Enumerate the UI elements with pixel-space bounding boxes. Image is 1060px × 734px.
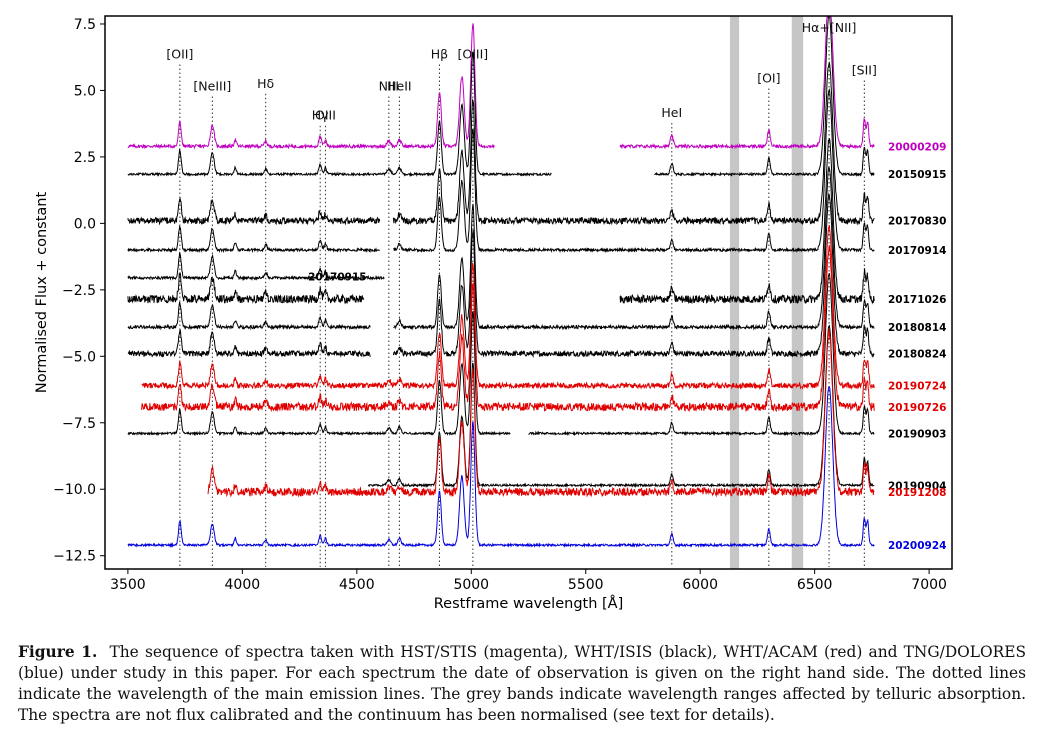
y-tick-label: −7.5 <box>62 416 96 432</box>
spectrum-line <box>207 329 875 498</box>
y-tick-label: 5.0 <box>74 83 96 99</box>
y-tick-label: −5.0 <box>62 349 96 365</box>
spectrum-line <box>528 273 875 437</box>
emission-line-label: Hγ <box>312 108 329 123</box>
emission-line-label: Hβ <box>431 47 448 62</box>
spectrum-line <box>141 245 875 413</box>
spectrum-line <box>127 301 371 331</box>
chart-axes: 3500 4000 4500 5000 5500 6000 6500 7000 7.5 5.0 2.… <box>34 15 953 612</box>
series-label-20170914: 20170914 <box>888 245 946 257</box>
spectrum-line <box>367 324 875 489</box>
y-axis-label: Normalised Flux + constant <box>34 192 50 394</box>
series-20190724 <box>141 224 875 391</box>
series-label-20170830: 20170830 <box>888 216 946 228</box>
x-tick-label: 6500 <box>797 577 833 593</box>
series-label-20000209: 20000209 <box>888 141 946 153</box>
series-label-20200924: 20200924 <box>888 540 946 552</box>
x-tick-label: 4500 <box>339 577 375 593</box>
telluric-band <box>791 16 804 569</box>
x-tick-label: 7000 <box>911 577 947 593</box>
spectrum-line <box>393 88 875 254</box>
spectrum-line <box>127 23 495 150</box>
spectrum-line <box>127 329 371 358</box>
emission-line-label: [OII] <box>166 47 193 62</box>
emission-line-label: HeII <box>387 78 411 93</box>
spectrum-line <box>127 51 552 177</box>
y-tick-label: −12.5 <box>53 549 96 565</box>
x-tick-label: 3500 <box>110 577 146 593</box>
series-20000209 <box>127 16 875 150</box>
emission-line-label: Hα+[NII] <box>802 20 857 35</box>
emission-line-label: OIII <box>315 108 336 123</box>
spectrum-line <box>619 16 875 150</box>
series-20191208 <box>207 329 875 498</box>
series-label-20190903: 20190903 <box>888 428 946 440</box>
x-axis-label: Restframe wavelength [Å] <box>434 595 624 612</box>
caption-label: Figure 1. <box>18 643 98 661</box>
spectra-series <box>127 16 875 548</box>
emission-line-label: [OI] <box>757 70 780 85</box>
spectrum-line <box>127 224 380 254</box>
spectrum-line <box>127 310 511 437</box>
series-20200924 <box>127 386 875 548</box>
spectrum-line <box>127 272 365 305</box>
emission-line-label: NIII <box>379 78 399 93</box>
series-20170830 <box>127 61 875 226</box>
caption-text: The sequence of spectra taken with HST/S… <box>18 643 1026 724</box>
series-label-20190904: 20190904 <box>888 480 946 492</box>
series-20170914 <box>127 88 875 254</box>
y-tick-label: 2.5 <box>74 150 96 166</box>
x-tick-label: 5500 <box>568 577 604 593</box>
series-20180824 <box>127 192 875 359</box>
spectra-chart: 3500 4000 4500 5000 5500 6000 6500 7000 7.5 5.0 2.… <box>34 15 953 612</box>
y-tick-label: −2.5 <box>62 283 96 299</box>
emission-line-label: [NeIII] <box>193 78 231 93</box>
series-label-20191208: 20191208 <box>888 487 946 499</box>
figure-caption: Figure 1. The sequence of spectra taken … <box>18 642 1026 726</box>
series-label-20190726: 20190726 <box>888 402 946 414</box>
spectrum-line <box>392 192 875 359</box>
emission-line-label: [OIII] <box>458 47 489 62</box>
emission-line-label: Hδ <box>257 76 274 91</box>
spectrum-line <box>393 166 875 331</box>
series-20190903 <box>127 273 875 437</box>
series-20150915 <box>127 16 875 178</box>
spectrum-line <box>654 16 875 178</box>
emission-line-label: HeI <box>661 105 682 120</box>
series-label-20171026: 20171026 <box>888 294 946 306</box>
emission-line-label: [SII] <box>852 62 877 77</box>
series-20190904 <box>367 324 875 489</box>
telluric-bands <box>729 16 804 569</box>
series-20170915 <box>127 251 385 281</box>
y-tick-label: 0.0 <box>74 216 96 232</box>
spectrum-line <box>619 138 875 305</box>
plot-frame <box>104 15 953 570</box>
x-tick-label: 6000 <box>682 577 718 593</box>
spectrum-line <box>392 61 875 226</box>
series-20180814 <box>127 166 875 331</box>
y-tick-label: −10.0 <box>53 482 96 498</box>
series-label-20180814: 20180814 <box>888 322 946 334</box>
series-label-20150915: 20150915 <box>888 169 946 181</box>
y-tick-label: 7.5 <box>74 17 96 33</box>
series-label-20170915: 20170915 <box>308 272 366 284</box>
x-tick-label: 4000 <box>225 577 261 593</box>
spectrum-line <box>141 224 875 391</box>
spectrum-line <box>127 196 381 226</box>
spectrum-line <box>127 386 875 548</box>
series-label-20180824: 20180824 <box>888 349 946 361</box>
x-tick-label: 5000 <box>453 577 489 593</box>
spectrum-line <box>127 251 385 281</box>
series-20190726 <box>141 245 875 413</box>
series-20171026 <box>127 138 875 305</box>
telluric-band <box>729 16 740 569</box>
series-label-20190724: 20190724 <box>888 381 946 393</box>
